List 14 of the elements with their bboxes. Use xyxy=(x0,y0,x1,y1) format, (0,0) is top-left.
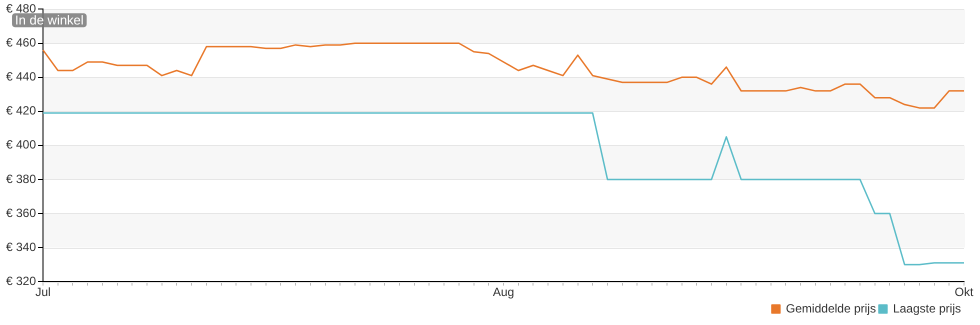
y-tick-label: € 360 xyxy=(6,206,36,220)
x-tick-label: Okt xyxy=(954,285,974,300)
legend-label: Gemiddelde prijs xyxy=(786,301,876,316)
y-tick-label: € 380 xyxy=(6,172,36,186)
y-tick-label: € 340 xyxy=(6,240,36,254)
y-tick-label: € 420 xyxy=(6,104,36,118)
y-tick-label: € 320 xyxy=(6,274,36,288)
legend-label: Laagste prijs xyxy=(892,301,962,316)
y-tick-label: € 460 xyxy=(6,36,36,50)
x-tick-label: Jul xyxy=(35,285,51,300)
y-tick-label: € 400 xyxy=(6,138,36,152)
annotation: In de winkel xyxy=(15,12,84,28)
y-tick-label: € 440 xyxy=(6,70,36,84)
x-tick-label: Aug xyxy=(492,285,514,300)
